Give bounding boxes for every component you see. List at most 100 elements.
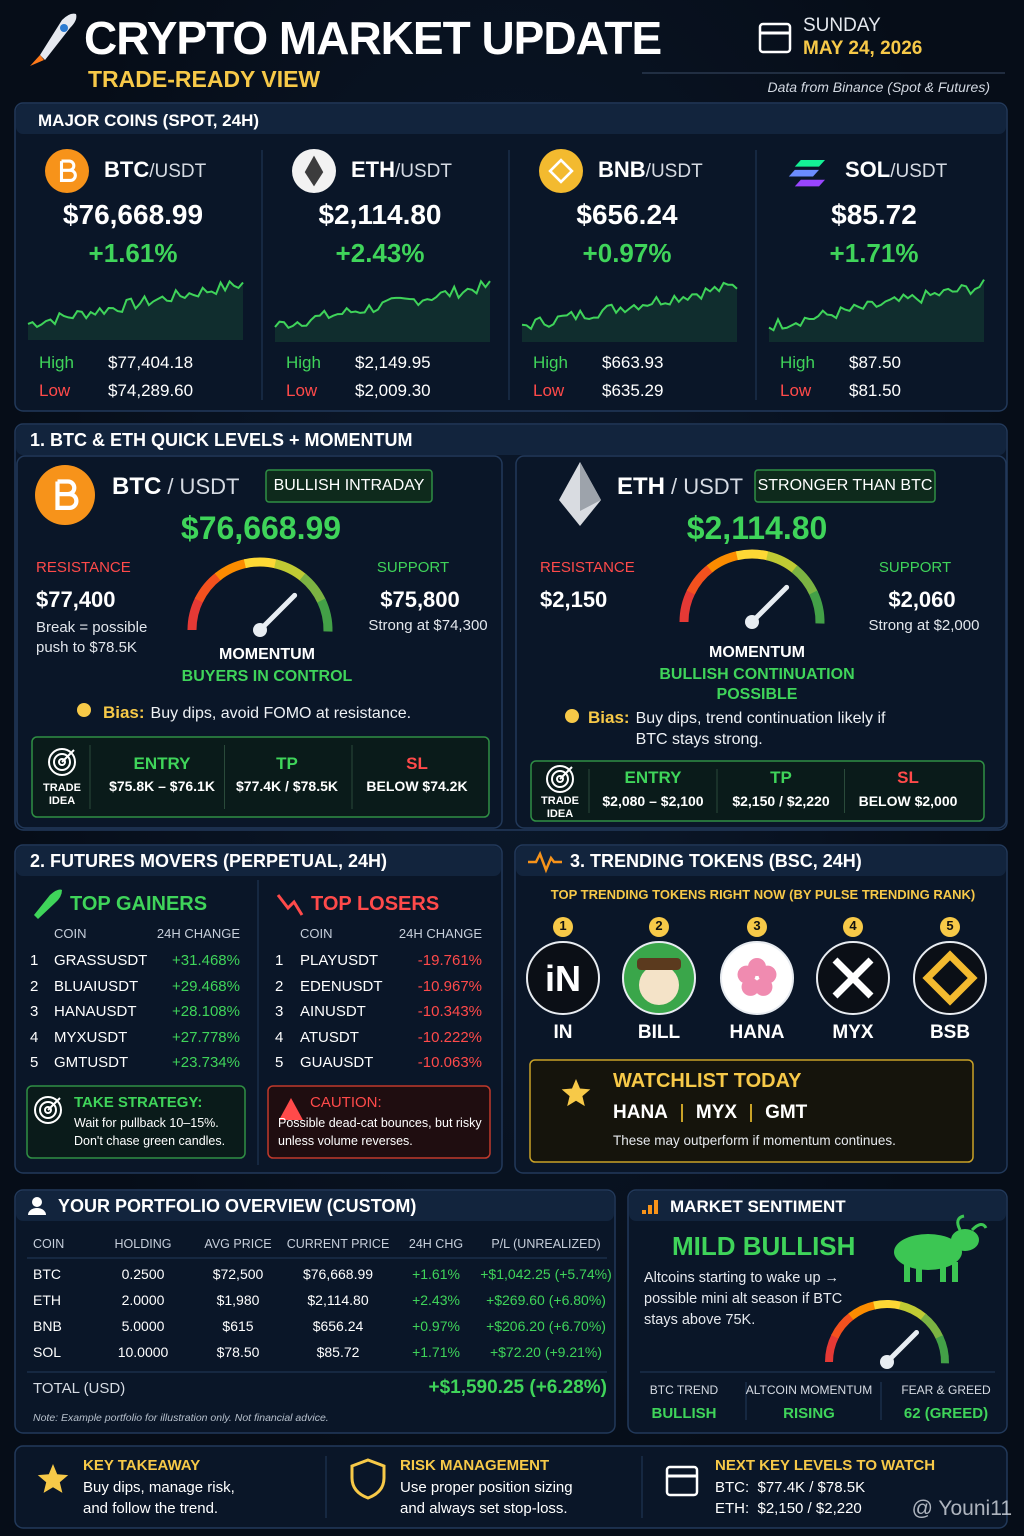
calendar-icon — [758, 22, 792, 54]
rank: 5 — [30, 1054, 39, 1071]
gauge-arc — [809, 590, 825, 624]
target-icon — [556, 775, 564, 783]
section-title: YOUR PORTFOLIO OVERVIEW (CUSTOM) — [58, 1196, 417, 1216]
coin-pair: ETH/USDT — [351, 157, 452, 183]
cell: BTC — [33, 1266, 61, 1282]
rank: 5 — [275, 1054, 284, 1071]
coin-quote: /USDT — [645, 161, 703, 182]
change: +27.778% — [172, 1028, 240, 1046]
change: +23.734% — [172, 1054, 240, 1071]
low-label: Low — [780, 381, 812, 400]
col-header: COIN — [300, 926, 333, 941]
col-header: 24H CHANGE — [398, 926, 482, 941]
footer-title: KEY TAKEAWAY — [83, 1457, 201, 1474]
support-note: Strong at $2,000 — [868, 617, 980, 634]
panel-header — [16, 104, 1006, 134]
stat-label: FEAR & GREED — [901, 1383, 991, 1397]
caution-box — [267, 1085, 491, 1159]
price: $2,114.80 — [686, 510, 828, 546]
bull-icon — [956, 1214, 988, 1232]
col-header: HOLDING — [114, 1237, 172, 1251]
change: +29.468% — [172, 977, 240, 995]
pair-symbol: BTC — [112, 473, 162, 500]
support-note: Strong at $74,300 — [368, 617, 488, 634]
subpanel — [16, 455, 503, 829]
watchlist-note: These may outperform if momentum continu… — [613, 1133, 896, 1148]
bull-icon — [940, 1262, 946, 1282]
cell: +$269.60 (+6.80%) — [486, 1292, 606, 1308]
resistance-value: $77,400 — [36, 587, 116, 612]
coin-symbol: SOL — [845, 157, 891, 182]
token-name: BILL — [637, 1022, 681, 1043]
eth-glyph — [304, 155, 324, 187]
cell: $72,500 — [212, 1266, 264, 1282]
sparkline-area — [275, 281, 490, 342]
change: +31.468% — [172, 952, 240, 969]
resistance-label: RESISTANCE — [36, 559, 131, 576]
bull-icon — [952, 1262, 958, 1282]
cell: 2.0000 — [121, 1292, 165, 1308]
coin: ATUSDT — [300, 1028, 359, 1046]
rank: 1 — [275, 952, 284, 969]
high-label: High — [780, 353, 815, 372]
token-art — [922, 950, 978, 1006]
cell: $615 — [222, 1318, 254, 1334]
sol-glyph — [794, 179, 825, 187]
watchlist-items: HANA MYX GMT — [613, 1102, 807, 1124]
low-value: $635.29 — [602, 381, 664, 400]
date: MAY 24, 2026 — [803, 38, 923, 59]
cell: +$206.20 (+6.70%) — [486, 1318, 606, 1334]
high-label: High — [533, 353, 568, 372]
gauge-arc — [873, 1300, 903, 1310]
sl-label: SL — [406, 754, 428, 773]
subtitle: TOP TRENDING TOKENS RIGHT NOW (BY PULSE … — [550, 887, 976, 902]
rank: 3 — [30, 1003, 39, 1020]
total-value: +$1,590.25 (+6.28%) — [428, 1377, 607, 1398]
momentum-label: MOMENTUM — [709, 644, 805, 661]
shield-icon — [350, 1458, 386, 1500]
coin: BLUAIUSDT — [54, 977, 139, 995]
token-icon — [720, 941, 794, 1015]
target-icon — [551, 770, 569, 788]
coin-price: $2,114.80 — [318, 199, 442, 230]
tag-box — [754, 469, 936, 503]
bias-label: Bias: — [102, 703, 145, 722]
token-icon — [526, 941, 600, 1015]
gauge-needle — [749, 584, 790, 625]
footer-line: Use proper position sizing — [400, 1479, 573, 1496]
low-value: $2,009.30 — [355, 381, 431, 400]
footer — [14, 1445, 1008, 1529]
chart-icon — [654, 1200, 658, 1214]
subtitle: TRADE-READY VIEW — [88, 66, 321, 92]
support-label: SUPPORT — [878, 559, 952, 576]
coin-price: $85.72 — [831, 199, 917, 230]
cell: $2,114.80 — [307, 1292, 369, 1308]
tp-label: TP — [276, 754, 298, 773]
stat-label: ALTCOIN MOMENTUM — [745, 1383, 873, 1397]
price: $76,668.99 — [180, 510, 342, 546]
gauge-arc — [317, 598, 333, 632]
cell: +1.71% — [412, 1344, 460, 1360]
target-icon — [546, 765, 574, 793]
bias-text: Buy dips, trend continuation likely if B… — [635, 710, 886, 748]
star-icon — [37, 1464, 69, 1493]
high-value: $77,404.18 — [108, 353, 194, 372]
bias: Bias: Buy dips, trend continuation likely… — [588, 708, 886, 750]
separator — [680, 1104, 683, 1122]
coin: PLAYUSDT — [300, 952, 379, 969]
resistance-label: RESISTANCE — [540, 559, 635, 576]
bnb-glyph — [548, 158, 574, 184]
coin-pair: SOL/USDT — [845, 157, 947, 183]
entry-label: ENTRY — [133, 754, 191, 773]
pair-quote: / USDT — [167, 474, 240, 499]
col-header: CURRENT PRICE — [286, 1237, 390, 1251]
momentum-value: BUYERS IN CONTROL — [181, 668, 353, 685]
cell: +2.43% — [412, 1292, 460, 1308]
sparkline — [768, 279, 985, 332]
cell: $76,668.99 — [302, 1266, 374, 1282]
rank: 5 — [946, 918, 954, 933]
rocket-icon — [40, 13, 77, 61]
trade-box — [31, 736, 490, 818]
stat-value: 62 (GREED) — [903, 1405, 989, 1422]
